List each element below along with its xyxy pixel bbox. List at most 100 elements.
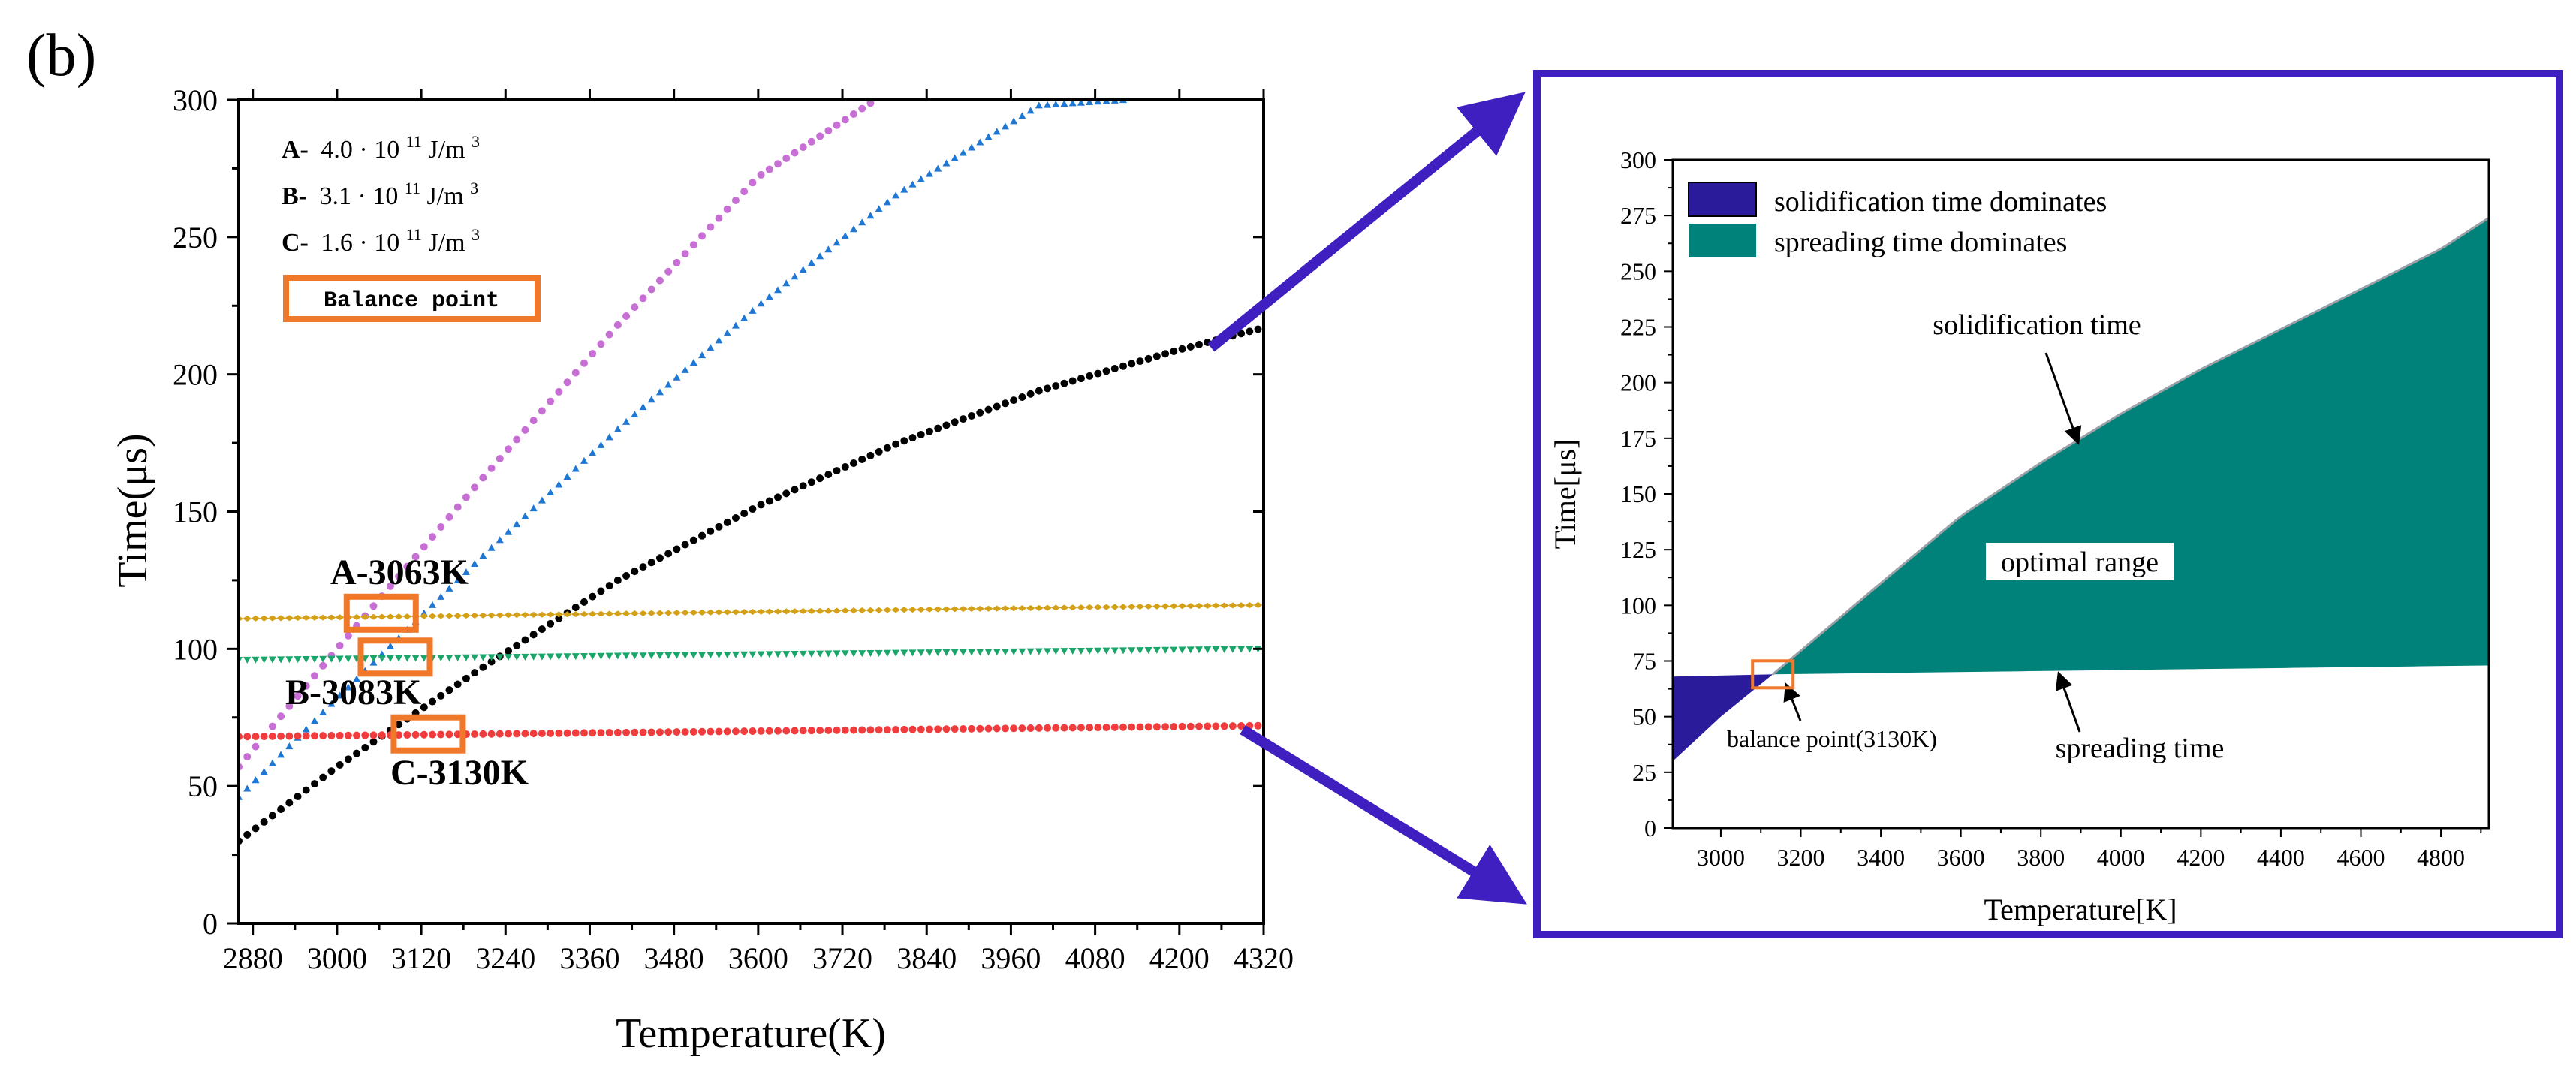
data-point	[344, 731, 352, 739]
data-point	[984, 724, 993, 733]
data-point	[934, 164, 942, 172]
data-point	[1177, 603, 1187, 610]
data-point	[664, 267, 673, 276]
data-point	[260, 656, 268, 664]
data-point	[790, 608, 800, 615]
data-point	[496, 730, 504, 738]
data-point	[900, 185, 908, 193]
data-point	[749, 179, 757, 187]
data-point	[740, 727, 749, 736]
legend-label-solidification: solidification time dominates	[1774, 186, 2107, 218]
arrow-spreading-time	[2055, 671, 2081, 733]
y-tick-label: 50	[1632, 703, 1656, 730]
y-tick-label: 75	[1632, 648, 1656, 675]
data-point	[680, 610, 690, 616]
x-tick-label: 3600	[1937, 844, 1985, 871]
data-point	[1119, 723, 1128, 731]
data-point	[723, 518, 731, 526]
data-point	[547, 653, 555, 661]
data-point	[420, 730, 428, 739]
x-tick-label: 3840	[896, 941, 957, 975]
data-point	[285, 656, 294, 664]
legend-key-b: B-	[282, 182, 307, 210]
data-point	[378, 731, 386, 739]
data-point	[411, 655, 420, 662]
data-point	[951, 649, 959, 656]
data-point	[655, 610, 664, 616]
data-point	[774, 651, 782, 658]
data-point	[563, 378, 571, 387]
data-point	[597, 340, 605, 348]
data-point	[765, 293, 773, 300]
data-point	[984, 605, 993, 612]
data-point	[1010, 648, 1018, 655]
data-point	[613, 425, 622, 432]
data-point	[555, 729, 563, 737]
legend-value-a: 4.0 · 10	[321, 136, 399, 164]
data-point	[563, 653, 571, 661]
data-point	[723, 205, 731, 213]
left-chart: 2880 3000 3120 3240 3360 3480 3600 3720 3840 3960…	[110, 83, 1294, 1057]
data-point	[268, 759, 276, 766]
data-point	[1094, 100, 1102, 105]
data-point	[588, 610, 598, 617]
data-point	[429, 697, 437, 706]
data-point	[1245, 602, 1255, 609]
data-point	[655, 554, 664, 562]
data-point	[302, 655, 310, 663]
data-point	[597, 441, 605, 448]
data-point	[688, 609, 698, 616]
x-tick-label: 2880	[223, 941, 283, 975]
data-point	[1186, 342, 1195, 351]
data-point	[673, 258, 681, 266]
data-point	[749, 651, 757, 658]
data-point	[882, 607, 892, 613]
data-point	[782, 651, 791, 658]
legend-entry-b: B- 3.1 · 10 11 J/m 3	[282, 172, 478, 210]
data-point	[353, 731, 361, 739]
data-point	[436, 613, 446, 619]
data-point	[1094, 369, 1102, 378]
data-point	[445, 686, 453, 694]
data-point	[858, 726, 866, 734]
data-point	[951, 418, 959, 426]
data-point	[521, 512, 529, 519]
y-tick-label: 150	[1620, 480, 1656, 507]
data-point	[749, 306, 757, 314]
data-point	[538, 653, 546, 661]
data-point	[1052, 100, 1060, 107]
data-point	[1143, 603, 1153, 610]
data-point	[437, 655, 445, 662]
data-point	[402, 613, 412, 620]
legend-key-c: C-	[282, 229, 309, 257]
data-point	[513, 520, 521, 528]
data-point	[589, 729, 597, 737]
data-point	[277, 656, 285, 664]
data-point	[993, 402, 1001, 411]
data-point	[310, 780, 318, 788]
data-point	[1152, 352, 1161, 360]
legend-unit-exp-c: 3	[472, 225, 480, 244]
data-point	[816, 474, 824, 483]
data-point	[622, 417, 631, 425]
data-point	[403, 562, 411, 571]
data-point	[471, 730, 479, 738]
data-point	[773, 608, 783, 615]
annotation-balance-point: balance point(3130K)	[1727, 725, 1937, 752]
data-point	[461, 613, 471, 619]
data-point	[723, 651, 731, 658]
data-point	[950, 606, 960, 613]
data-point	[968, 411, 976, 420]
data-point	[1060, 100, 1068, 107]
data-point	[479, 474, 487, 482]
legend-unit-exp-b: 3	[470, 179, 478, 197]
data-point	[1094, 724, 1102, 732]
data-point	[1170, 646, 1178, 654]
data-point	[613, 576, 622, 584]
data-point	[1161, 603, 1170, 610]
data-point	[984, 405, 993, 414]
data-point	[866, 100, 875, 107]
data-point	[715, 522, 723, 531]
series-a-solidification	[239, 100, 875, 771]
data-point	[689, 536, 697, 544]
